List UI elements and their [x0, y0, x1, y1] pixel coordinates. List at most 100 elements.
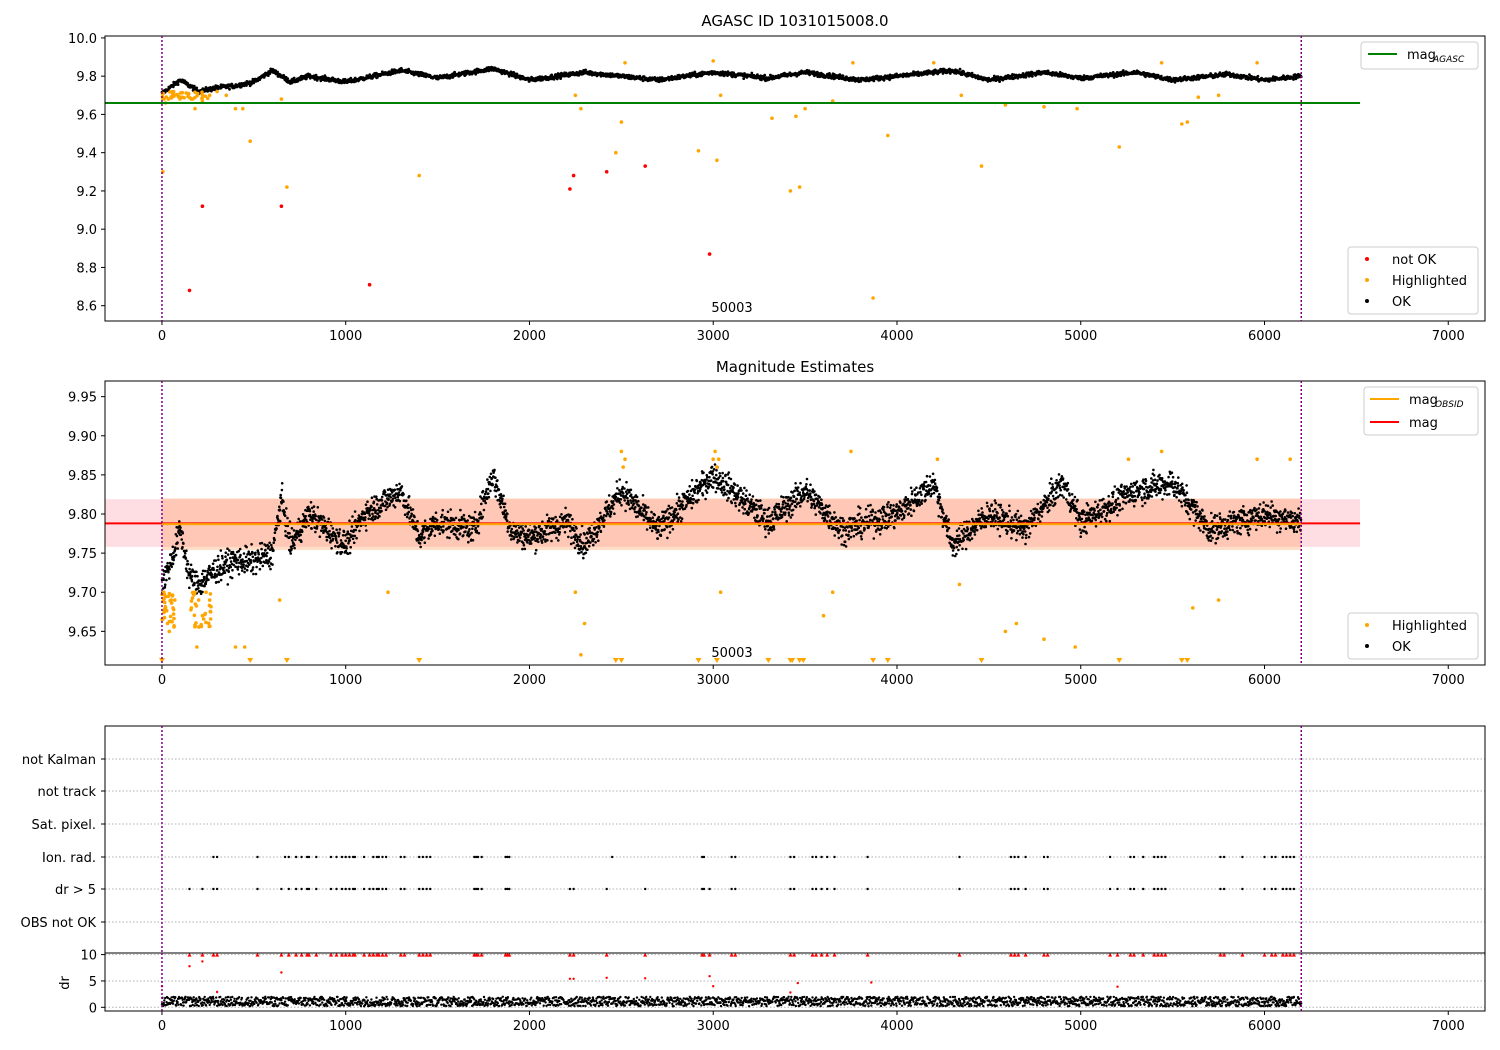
highlighted-point [241, 106, 245, 111]
ok-point [576, 538, 579, 541]
ok-point [243, 567, 247, 570]
ok-point [962, 70, 965, 73]
ok-point [560, 513, 563, 516]
ok-point [582, 556, 585, 560]
highlighted-point [224, 93, 229, 98]
ok-point [558, 531, 562, 534]
ok-point [540, 541, 544, 544]
ok-point [389, 493, 392, 496]
ok-point [487, 492, 490, 495]
ok-point [207, 578, 210, 581]
ok-point [563, 530, 567, 534]
ok-point [330, 534, 334, 538]
highlighted-point [200, 92, 205, 97]
ok-point [643, 509, 646, 512]
ok-point [503, 502, 507, 506]
ok-point [632, 502, 636, 505]
ok-point [310, 527, 313, 530]
ok-point [522, 541, 525, 545]
y-tick-label: 9.4 [76, 147, 97, 162]
ok-point [592, 543, 595, 547]
ok-point [293, 546, 296, 550]
ok-point [598, 525, 601, 529]
ok-point [338, 531, 341, 535]
ok-point [418, 542, 422, 545]
ok-point [1191, 78, 1195, 82]
ok-point [200, 572, 204, 576]
ok-point [578, 535, 581, 539]
ok-point [675, 502, 679, 505]
ok-point [484, 501, 488, 505]
ok-point [410, 512, 413, 516]
ok-point [203, 577, 206, 581]
ok-point [550, 73, 554, 77]
ok-point [250, 550, 254, 554]
ok-point [175, 534, 179, 538]
ok-point [220, 554, 224, 558]
ok-point [188, 586, 191, 590]
ok-point [612, 503, 616, 506]
ok-point [349, 545, 353, 549]
ok-point [294, 538, 297, 542]
highlighted-point [193, 95, 197, 100]
ok-point [657, 515, 661, 519]
ok-point [651, 516, 654, 519]
ok-point [369, 509, 372, 512]
ok-point [451, 75, 455, 79]
ok-point [664, 510, 668, 513]
ok-point [423, 536, 426, 539]
ok-point [727, 471, 731, 474]
highlighted-point [931, 61, 936, 65]
ok-point [623, 487, 626, 490]
ok-point [607, 494, 611, 497]
ok-point [217, 558, 220, 561]
highlighted-point [711, 59, 715, 63]
ok-point [467, 540, 470, 544]
ok-point [521, 547, 524, 551]
ok-point [307, 505, 310, 509]
ok-point [726, 483, 730, 487]
ok-point [448, 536, 451, 540]
ok-point [454, 533, 457, 537]
ok-point [304, 514, 308, 518]
ok-point [285, 507, 288, 510]
ok-point [282, 500, 285, 503]
ok-point [688, 493, 691, 496]
ok-point [713, 463, 717, 466]
ok-point [645, 511, 648, 514]
ok-point [174, 547, 177, 550]
ok-point [859, 79, 863, 83]
ok-point [167, 570, 170, 574]
ok-point [640, 506, 643, 510]
ok-point [197, 587, 200, 590]
ok-point [423, 519, 427, 522]
ok-point [696, 492, 699, 495]
highlighted-point [1196, 95, 1201, 99]
ok-point [300, 530, 304, 534]
highlighted-point [203, 94, 208, 98]
highlighted-point [715, 158, 719, 163]
ok-point [257, 553, 261, 556]
ok-point [171, 545, 175, 549]
ok-point [539, 533, 543, 536]
ok-point [440, 513, 444, 517]
y-tick-label: 8.8 [76, 261, 97, 276]
ok-point [665, 525, 669, 529]
ok-point [584, 551, 588, 555]
ok-point [629, 488, 633, 492]
ok-point [225, 558, 229, 562]
ok-point [389, 496, 393, 499]
ok-point [634, 506, 637, 509]
ok-point [176, 83, 180, 86]
magnitude-points [159, 449, 1303, 663]
ok-point [379, 506, 383, 510]
ok-point [351, 537, 355, 541]
ok-point [736, 484, 739, 487]
ok-point [701, 493, 705, 497]
ok-point [375, 503, 379, 506]
ok-point [330, 547, 333, 550]
ok-point [342, 530, 346, 533]
ok-point [271, 563, 274, 566]
ok-point [245, 545, 248, 549]
